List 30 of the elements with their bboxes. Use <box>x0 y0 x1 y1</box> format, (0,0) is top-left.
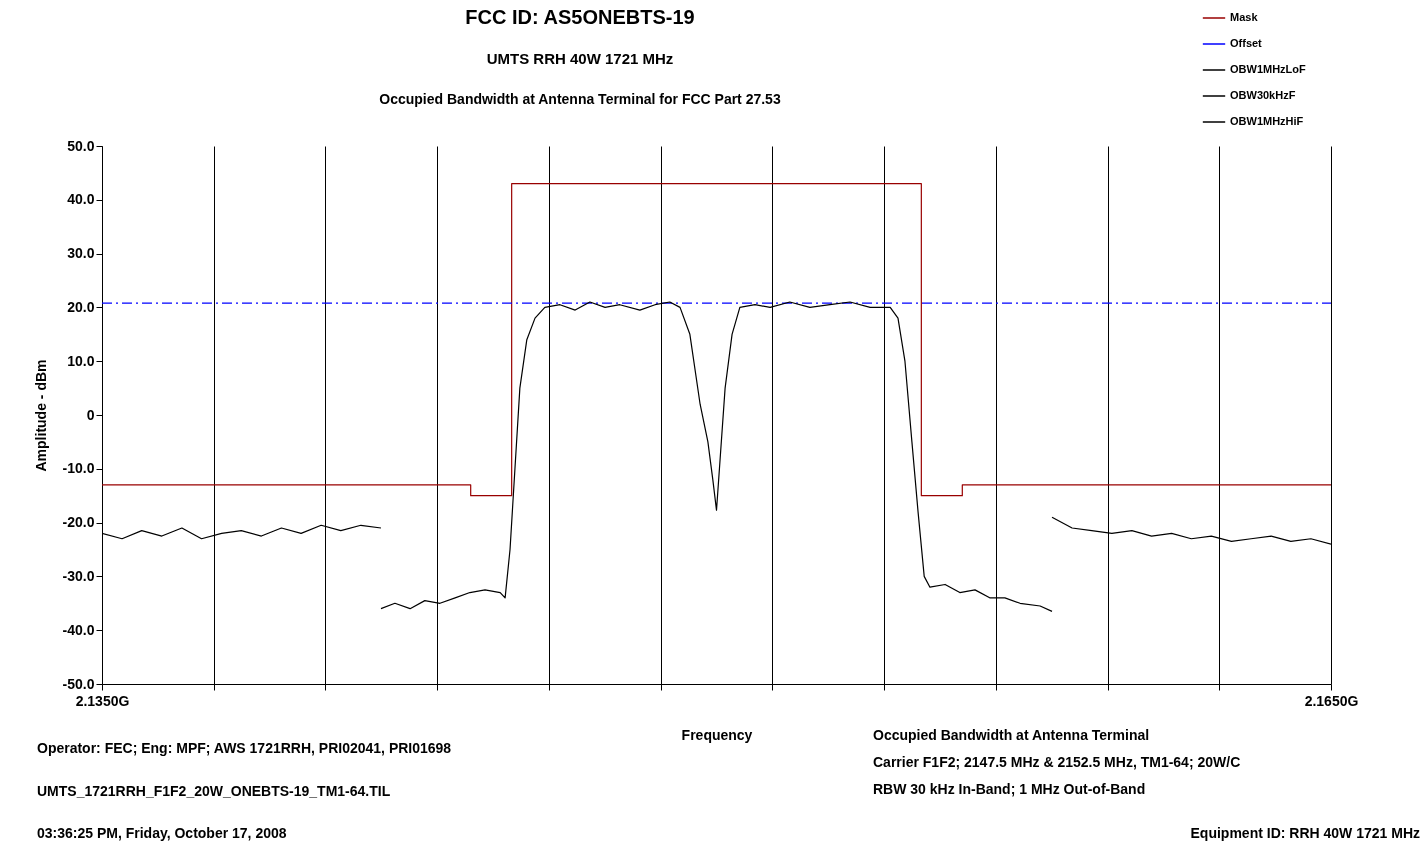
y-tick-label: -10.0 <box>62 460 95 477</box>
y-tick-label: 10.0 <box>67 352 95 369</box>
y-tick-label: -30.0 <box>62 567 95 584</box>
y-axis-title: Amplitude - dBm <box>32 359 49 472</box>
text: Carrier F1F2; 2147.5 MHz & 2152.5 MHz, TM1-64; 20W/C <box>873 754 1241 770</box>
text: Occupied Bandwidth at Antenna Terminal for FCC Part 27.53 <box>379 91 781 107</box>
legend-label: OBW30kHzF <box>1230 89 1296 101</box>
legend-label: OBW1MHzLoF <box>1230 63 1307 75</box>
y-tick-label: 20.0 <box>67 298 95 315</box>
text: UMTS_1721RRH_F1F2_20W_ONEBTS-19_TM1-64.TIL <box>37 783 391 799</box>
y-tick-label: 0 <box>86 406 95 423</box>
y-tick-label: 40.0 <box>67 191 95 208</box>
text: RBW 30 kHz In-Band; 1 MHz Out-of-Band <box>873 781 1146 797</box>
y-tick-label: -50.0 <box>62 675 95 692</box>
legend-label: Mask <box>1230 11 1259 23</box>
y-tick-label: -20.0 <box>62 514 95 531</box>
y-tick-label: 30.0 <box>67 245 95 262</box>
text: Equipment ID: RRH 40W 1721 MHz <box>1190 825 1420 841</box>
text: Occupied Bandwidth at Antenna Terminal <box>873 727 1150 743</box>
x-tick-label: 2.1350G <box>75 692 130 709</box>
x-axis-title: Frequency <box>681 726 753 743</box>
chart-title: FCC ID: AS5ONEBTS-19 <box>465 6 695 29</box>
chart-subtitle: UMTS RRH 40W 1721 MHz <box>486 50 674 67</box>
x-tick-label: 2.1650G <box>1304 692 1359 709</box>
text: 03:36:25 PM, Friday, October 17, 2008 <box>37 825 287 841</box>
y-tick-label: 50.0 <box>67 137 95 154</box>
legend-label: OBW1MHzHiF <box>1230 115 1304 127</box>
y-tick-label: -40.0 <box>62 621 95 638</box>
text: Operator: FEC; Eng: MPF; AWS 1721RRH, PRI02041, PRI01698 <box>37 740 452 756</box>
legend-label: Offset <box>1230 37 1263 49</box>
